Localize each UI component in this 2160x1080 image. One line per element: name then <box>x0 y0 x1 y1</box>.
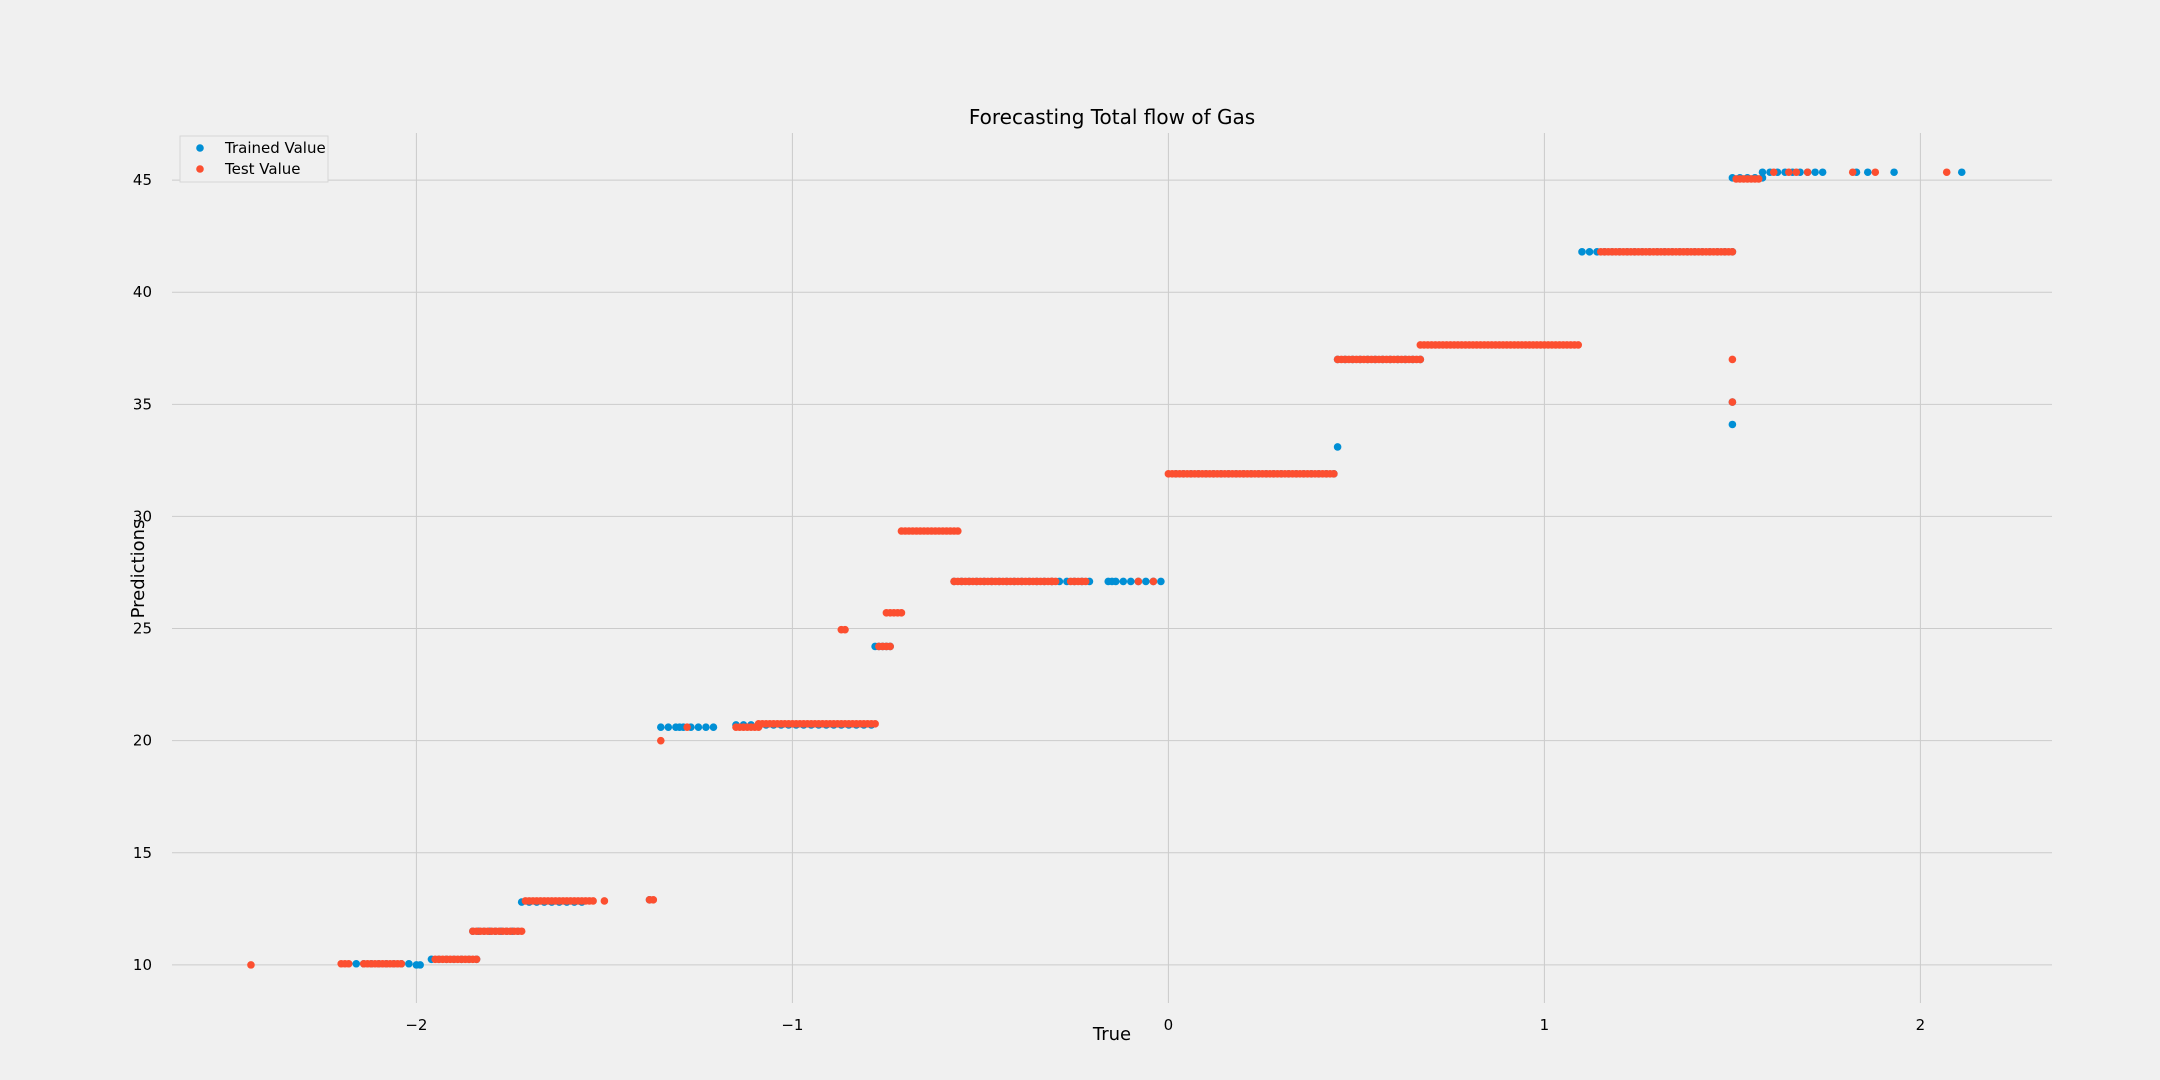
y-tick-label: 10 <box>133 956 152 974</box>
legend-marker-test <box>196 165 204 173</box>
y-axis-ticks: 10 15 20 25 30 35 40 45 <box>133 171 152 974</box>
data-point <box>517 927 526 936</box>
x-tick-label: −1 <box>781 1016 803 1034</box>
data-point <box>1574 341 1583 349</box>
data-points <box>247 168 1966 969</box>
data-point <box>1863 168 1872 177</box>
data-point <box>1048 577 1056 586</box>
data-point <box>352 959 361 968</box>
data-point <box>871 720 879 728</box>
y-tick-label: 20 <box>133 732 152 750</box>
data-point <box>1942 168 1951 177</box>
data-point <box>1081 577 1090 586</box>
legend-label-trained: Trained Value <box>224 139 326 157</box>
legend-box <box>179 135 329 183</box>
chart-title: Forecasting Total flow of Gas <box>969 105 1255 129</box>
data-point <box>405 959 413 968</box>
data-point <box>1728 248 1737 256</box>
data-point <box>1811 168 1819 177</box>
data-point <box>344 959 353 968</box>
data-point <box>1142 577 1150 586</box>
x-tick-label: 2 <box>1916 1016 1926 1034</box>
data-point <box>1119 577 1128 586</box>
data-point <box>709 723 718 732</box>
y-tick-label: 45 <box>133 171 152 189</box>
data-point <box>1792 168 1801 177</box>
data-point <box>1108 577 1116 586</box>
data-point <box>664 723 673 732</box>
series-test <box>247 168 1951 969</box>
data-point <box>954 527 962 535</box>
data-point <box>1754 175 1763 183</box>
data-point <box>1149 577 1158 586</box>
data-point <box>1890 168 1898 177</box>
data-point <box>841 625 849 634</box>
x-axis-ticks: −2 −1 0 1 2 <box>405 1016 1925 1034</box>
data-point <box>1871 168 1880 177</box>
data-point <box>1785 168 1793 177</box>
y-axis-label: Predictions <box>128 520 149 619</box>
y-tick-label: 30 <box>133 507 152 525</box>
data-point <box>589 897 597 905</box>
data-point <box>897 609 906 617</box>
data-point <box>1134 577 1143 586</box>
data-point <box>1818 168 1827 177</box>
y-tick-label: 15 <box>133 844 152 862</box>
data-point <box>886 642 894 651</box>
data-point <box>1848 168 1857 177</box>
x-tick-label: 1 <box>1540 1016 1550 1034</box>
x-tick-label: 0 <box>1164 1016 1174 1034</box>
data-point <box>247 961 255 969</box>
data-point <box>694 723 703 732</box>
data-point <box>1127 577 1135 586</box>
data-point <box>657 736 665 745</box>
data-point <box>1803 168 1812 177</box>
data-point <box>1769 168 1778 177</box>
y-tick-label: 40 <box>133 283 152 301</box>
x-tick-label: −2 <box>405 1016 427 1034</box>
data-point <box>1157 577 1165 586</box>
data-point <box>600 897 609 905</box>
data-point <box>675 723 684 732</box>
legend-label-test: Test Value <box>224 160 301 178</box>
data-point <box>1758 168 1767 177</box>
y-tick-label: 35 <box>133 395 152 413</box>
data-point <box>1330 470 1338 478</box>
data-point <box>472 955 481 964</box>
data-point <box>1416 355 1425 364</box>
data-point <box>1728 398 1737 406</box>
grid <box>172 133 2052 1003</box>
data-point <box>657 723 665 732</box>
x-axis-label: True <box>1092 1024 1131 1045</box>
data-point <box>1728 420 1737 429</box>
legend: Trained Value Test Value <box>179 135 329 183</box>
data-point <box>416 961 424 969</box>
data-point <box>1585 248 1594 256</box>
data-point <box>1957 168 1966 177</box>
y-tick-label: 25 <box>133 620 152 638</box>
legend-marker-trained <box>196 144 204 152</box>
data-point <box>1728 355 1737 364</box>
data-point <box>1333 443 1342 451</box>
data-point <box>397 959 406 968</box>
data-point <box>683 723 691 732</box>
data-point <box>702 723 710 732</box>
data-point <box>649 896 658 904</box>
data-point <box>1578 248 1586 256</box>
